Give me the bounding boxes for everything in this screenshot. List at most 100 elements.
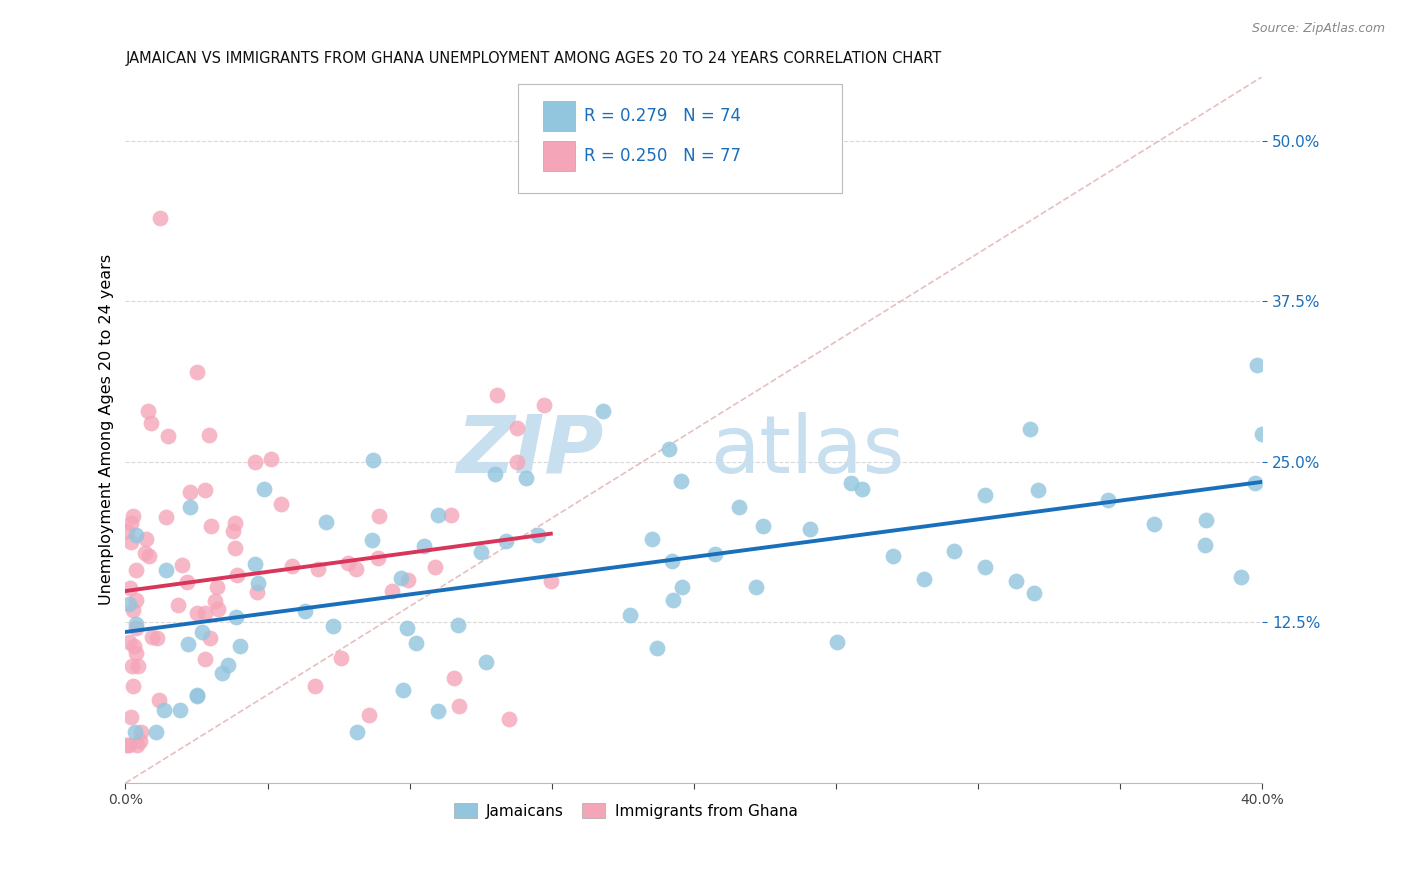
FancyBboxPatch shape xyxy=(517,84,842,194)
Point xyxy=(198,428,221,442)
Point xyxy=(129,734,152,748)
Point xyxy=(882,549,904,563)
Point xyxy=(1026,483,1049,497)
Point xyxy=(671,580,693,594)
Point xyxy=(127,738,149,752)
Point xyxy=(122,509,145,524)
Point xyxy=(224,516,246,530)
Point xyxy=(381,583,404,598)
Point xyxy=(336,556,359,570)
Point xyxy=(1243,476,1265,491)
Point xyxy=(177,637,200,651)
Point xyxy=(943,544,966,558)
Point xyxy=(645,641,668,656)
Point xyxy=(120,709,142,723)
Point xyxy=(799,522,821,536)
Point xyxy=(122,679,145,693)
Point xyxy=(221,524,243,539)
Point xyxy=(703,547,725,561)
Point xyxy=(124,646,146,660)
Point xyxy=(115,738,138,752)
Point xyxy=(825,635,848,649)
Point xyxy=(1097,493,1119,508)
Point xyxy=(200,519,222,533)
Point xyxy=(270,497,292,511)
Point xyxy=(211,665,233,680)
Text: Source: ZipAtlas.com: Source: ZipAtlas.com xyxy=(1251,22,1385,36)
Point xyxy=(120,534,142,549)
Point xyxy=(243,557,266,571)
Point xyxy=(125,617,148,632)
Point xyxy=(662,592,685,607)
Point xyxy=(225,567,247,582)
Point xyxy=(124,724,146,739)
Point xyxy=(141,416,163,430)
Point xyxy=(307,562,329,576)
Bar xyxy=(543,102,575,131)
Point xyxy=(193,483,215,497)
Point xyxy=(122,603,145,617)
Point xyxy=(443,671,465,685)
Point xyxy=(506,454,529,468)
Point xyxy=(751,519,773,533)
Bar xyxy=(543,141,575,170)
Point xyxy=(592,403,614,417)
Point xyxy=(322,619,344,633)
Point xyxy=(619,608,641,623)
Point xyxy=(260,451,283,466)
Point xyxy=(117,524,139,538)
Point xyxy=(412,539,434,553)
Point xyxy=(447,618,470,632)
Point xyxy=(246,585,269,599)
Point xyxy=(186,690,208,704)
Point xyxy=(727,500,749,514)
Point xyxy=(974,488,997,502)
Point xyxy=(912,572,935,586)
Point xyxy=(1143,516,1166,531)
Point xyxy=(134,546,156,560)
Text: ZIP: ZIP xyxy=(456,412,603,490)
Point xyxy=(745,580,768,594)
Point xyxy=(125,563,148,577)
Point xyxy=(217,658,239,673)
Point xyxy=(1194,513,1216,527)
Point xyxy=(839,475,862,490)
Point xyxy=(423,560,446,574)
Point xyxy=(346,724,368,739)
Point xyxy=(1194,538,1216,552)
Point xyxy=(533,399,555,413)
Point xyxy=(396,574,419,588)
Point xyxy=(135,532,157,546)
Point xyxy=(127,658,149,673)
Point xyxy=(440,508,463,522)
Point xyxy=(138,549,160,563)
Point xyxy=(176,575,198,590)
Y-axis label: Unemployment Among Ages 20 to 24 years: Unemployment Among Ages 20 to 24 years xyxy=(100,254,114,606)
Point xyxy=(172,558,194,573)
Point xyxy=(1251,426,1274,441)
Point xyxy=(124,639,146,653)
Point xyxy=(117,635,139,649)
Point xyxy=(669,474,692,488)
Point xyxy=(169,703,191,717)
Point xyxy=(253,483,276,497)
Point xyxy=(449,698,471,713)
Point xyxy=(243,455,266,469)
Point xyxy=(145,724,167,739)
Point xyxy=(118,597,141,611)
Point xyxy=(1246,358,1268,372)
Point xyxy=(121,658,143,673)
Point xyxy=(540,574,562,588)
Point xyxy=(329,651,352,665)
Point xyxy=(973,559,995,574)
Point xyxy=(304,679,326,693)
Text: R = 0.279   N = 74: R = 0.279 N = 74 xyxy=(583,107,741,125)
Point xyxy=(129,725,152,739)
Point xyxy=(363,453,385,467)
Point xyxy=(357,708,380,723)
Point xyxy=(186,688,208,702)
Point xyxy=(125,621,148,635)
Point xyxy=(506,421,529,435)
Point xyxy=(405,636,427,650)
Point xyxy=(194,652,217,666)
